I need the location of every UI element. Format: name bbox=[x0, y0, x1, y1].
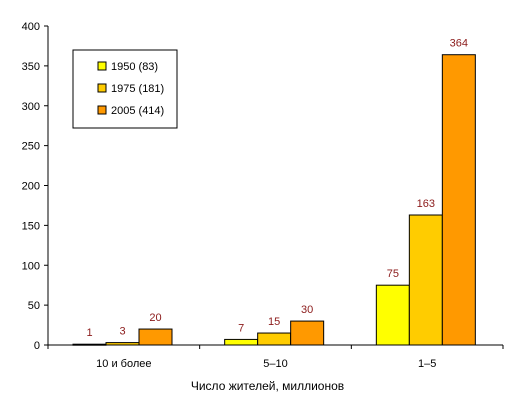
legend-label: 1950 (83) bbox=[111, 61, 158, 73]
y-axis: 0 50 100 150 200 250 300 350 400 bbox=[22, 21, 49, 352]
data-labels: 1 3 20 7 15 30 75 163 364 bbox=[86, 38, 468, 339]
y-tick-label: 0 bbox=[34, 340, 40, 352]
legend: 1950 (83) 1975 (181) 2005 (414) bbox=[72, 49, 178, 129]
bar bbox=[375, 284, 410, 346]
x-axis-title: Число жителей, миллионов bbox=[191, 379, 344, 393]
bar bbox=[408, 214, 443, 346]
legend-swatch bbox=[97, 61, 107, 71]
y-tick-label: 250 bbox=[22, 141, 40, 153]
y-tick-label: 300 bbox=[22, 101, 40, 113]
data-label: 75 bbox=[387, 268, 399, 280]
x-axis: 10 и более 5–10 1–5 bbox=[47, 344, 504, 370]
y-tick-label: 50 bbox=[28, 300, 40, 312]
bar bbox=[138, 328, 173, 346]
data-label: 15 bbox=[268, 316, 280, 328]
legend-label: 1975 (181) bbox=[111, 83, 164, 95]
x-tick-label: 5–10 bbox=[263, 358, 287, 370]
legend-swatch bbox=[97, 105, 107, 115]
legend-label: 2005 (414) bbox=[111, 105, 164, 117]
data-label: 163 bbox=[417, 198, 435, 210]
data-label: 3 bbox=[119, 326, 125, 338]
y-tick-label: 150 bbox=[22, 220, 40, 232]
data-label: 1 bbox=[86, 327, 92, 339]
bar bbox=[290, 320, 325, 346]
data-label: 30 bbox=[301, 304, 313, 316]
data-label: 20 bbox=[149, 312, 161, 324]
y-tick-label: 100 bbox=[22, 260, 40, 272]
bar bbox=[257, 332, 292, 346]
bar bbox=[441, 54, 476, 346]
y-tick-label: 200 bbox=[22, 181, 40, 193]
y-tick-label: 400 bbox=[22, 21, 40, 33]
bar bbox=[224, 338, 259, 346]
data-label: 7 bbox=[238, 322, 244, 334]
legend-box bbox=[72, 49, 178, 129]
bars bbox=[72, 54, 476, 346]
x-tick-label: 1–5 bbox=[418, 358, 436, 370]
x-tick-label: 10 и более bbox=[96, 358, 151, 370]
y-tick-label: 350 bbox=[22, 61, 40, 73]
legend-swatch bbox=[97, 83, 107, 93]
data-label: 364 bbox=[450, 38, 468, 50]
